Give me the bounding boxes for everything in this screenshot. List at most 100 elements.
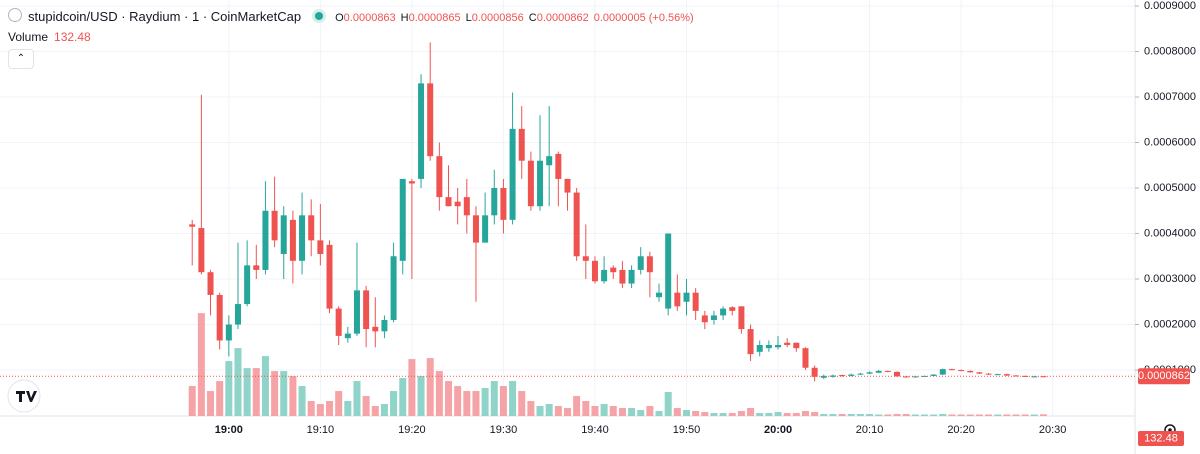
candle-body	[857, 373, 864, 375]
volume-bar	[939, 414, 947, 416]
volume-bar	[380, 404, 388, 416]
candle-body	[958, 370, 965, 372]
candle-body	[289, 219, 296, 261]
candle-body	[491, 188, 498, 216]
y-tick-label: 0.0004000	[1144, 227, 1196, 239]
candle-body	[692, 292, 699, 311]
volume-bar	[445, 381, 453, 416]
ohlc-key: O	[335, 12, 344, 24]
candle-body	[701, 315, 708, 323]
volume-bar	[307, 401, 315, 416]
candle-body	[848, 374, 855, 376]
candle-body	[399, 178, 406, 261]
symbol-icon	[8, 8, 22, 22]
volume-bar	[902, 414, 910, 416]
volume-bar	[289, 376, 297, 416]
volume-bar	[600, 404, 608, 416]
candle-body	[710, 315, 717, 320]
logo-circle[interactable]	[7, 379, 41, 413]
volume-bar	[1012, 414, 1020, 416]
volume-bar	[628, 408, 636, 416]
volume-bar	[197, 313, 205, 416]
volume-bar	[335, 391, 343, 416]
volume-bar	[829, 414, 837, 416]
volume-bar	[728, 413, 736, 416]
volume-bar	[820, 414, 828, 416]
volume-bar	[216, 381, 224, 416]
x-tick-label: 20:30	[1039, 424, 1067, 436]
x-tick-label: 19:40	[581, 424, 609, 436]
volume-bar	[417, 376, 425, 416]
candle-body	[189, 224, 196, 227]
volume-bar	[920, 414, 928, 416]
volume-bar	[783, 413, 791, 416]
price-tag	[1138, 368, 1190, 385]
volume-bar	[591, 406, 599, 416]
candle-body	[555, 153, 562, 179]
candle-body	[271, 210, 278, 241]
volume-bar	[893, 414, 901, 416]
volume-bars	[188, 313, 1047, 416]
volume-bar	[957, 414, 965, 416]
candle-body	[408, 181, 415, 184]
volume-bar	[371, 406, 379, 416]
volume-bar	[188, 386, 196, 416]
volume-bar	[655, 411, 663, 416]
candle-body	[994, 374, 1001, 376]
volume-bar	[435, 371, 443, 416]
candle-body	[225, 324, 232, 341]
collapse-button[interactable]: ⌃	[8, 49, 34, 69]
y-tick-label: 0.0008000	[1144, 45, 1196, 57]
volume-bar	[737, 411, 745, 416]
candle-body	[875, 370, 882, 373]
candle-body	[326, 244, 333, 309]
volume-bar	[875, 414, 883, 416]
volume-bar	[271, 371, 279, 416]
volume-bar	[243, 368, 251, 416]
x-tick-label: 19:50	[673, 424, 701, 436]
volume-bar	[545, 404, 553, 416]
candle-body	[509, 128, 516, 220]
volume-bar	[930, 414, 938, 416]
change-value: 0.0000005 (+0.56%)	[593, 12, 694, 24]
candle-body	[299, 215, 306, 261]
candle-body	[1040, 376, 1047, 378]
candle-body	[646, 256, 653, 273]
volume-bar	[692, 411, 700, 416]
volume-bar	[811, 412, 819, 416]
price-tag-label: 0.0000862	[1138, 370, 1190, 382]
volume-bar	[390, 391, 398, 416]
y-tick-label: 0.0009000	[1144, 0, 1196, 12]
volume-title: Volume	[8, 30, 49, 44]
volume-bar	[353, 381, 361, 416]
ohlc-value: 0.0000862	[536, 12, 589, 24]
candle-body	[930, 374, 937, 376]
ohlc-key: C	[528, 12, 537, 24]
candle-body	[582, 256, 589, 261]
candle-body	[363, 290, 370, 330]
candle-body	[829, 375, 836, 377]
volume-bar	[682, 410, 690, 416]
tv-logo[interactable]	[7, 379, 41, 413]
volume-bar	[518, 391, 526, 416]
volume-bar	[408, 359, 416, 416]
x-tick-label: 20:00	[764, 424, 792, 436]
volume-bar	[399, 378, 407, 416]
volume-bar	[1039, 414, 1047, 416]
volume-bar	[298, 386, 306, 416]
gear-center[interactable]	[1168, 428, 1172, 432]
volume-bar	[801, 411, 809, 416]
candle-body	[335, 308, 342, 336]
candle-body	[564, 178, 571, 193]
ohlc-key: H	[400, 12, 409, 24]
volume-bar	[975, 414, 983, 416]
logo-mark[interactable]	[16, 391, 37, 402]
candle-body	[738, 306, 745, 330]
volume-bar	[747, 408, 755, 416]
volume-bar	[490, 381, 498, 416]
candle-body	[445, 197, 452, 207]
y-tick-label: 0.0007000	[1144, 91, 1196, 103]
candle-body	[912, 376, 919, 378]
